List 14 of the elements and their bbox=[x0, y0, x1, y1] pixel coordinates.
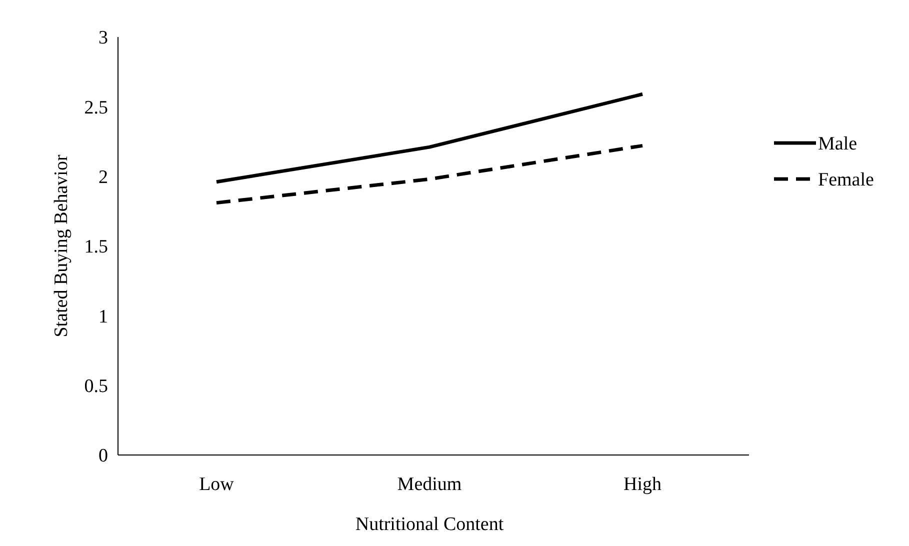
x-tick-label: High bbox=[624, 474, 662, 495]
y-tick-label: 3 bbox=[98, 28, 108, 49]
legend-label: Male bbox=[818, 134, 858, 155]
y-axis-title: Stated Buying Behavior bbox=[51, 154, 72, 338]
x-axis-title: Nutritional Content bbox=[355, 514, 504, 535]
x-tick-label: Medium bbox=[397, 474, 462, 495]
y-tick-label: 2 bbox=[98, 166, 108, 188]
y-tick-label: 0 bbox=[98, 446, 108, 467]
y-tick-label: 2.5 bbox=[84, 97, 108, 118]
x-tick-label: Low bbox=[199, 474, 234, 495]
y-tick-label: 1.5 bbox=[84, 236, 108, 258]
y-tick-label: 0.5 bbox=[84, 376, 108, 397]
legend-label: Female bbox=[818, 170, 874, 191]
y-tick-label: 1 bbox=[98, 306, 108, 328]
